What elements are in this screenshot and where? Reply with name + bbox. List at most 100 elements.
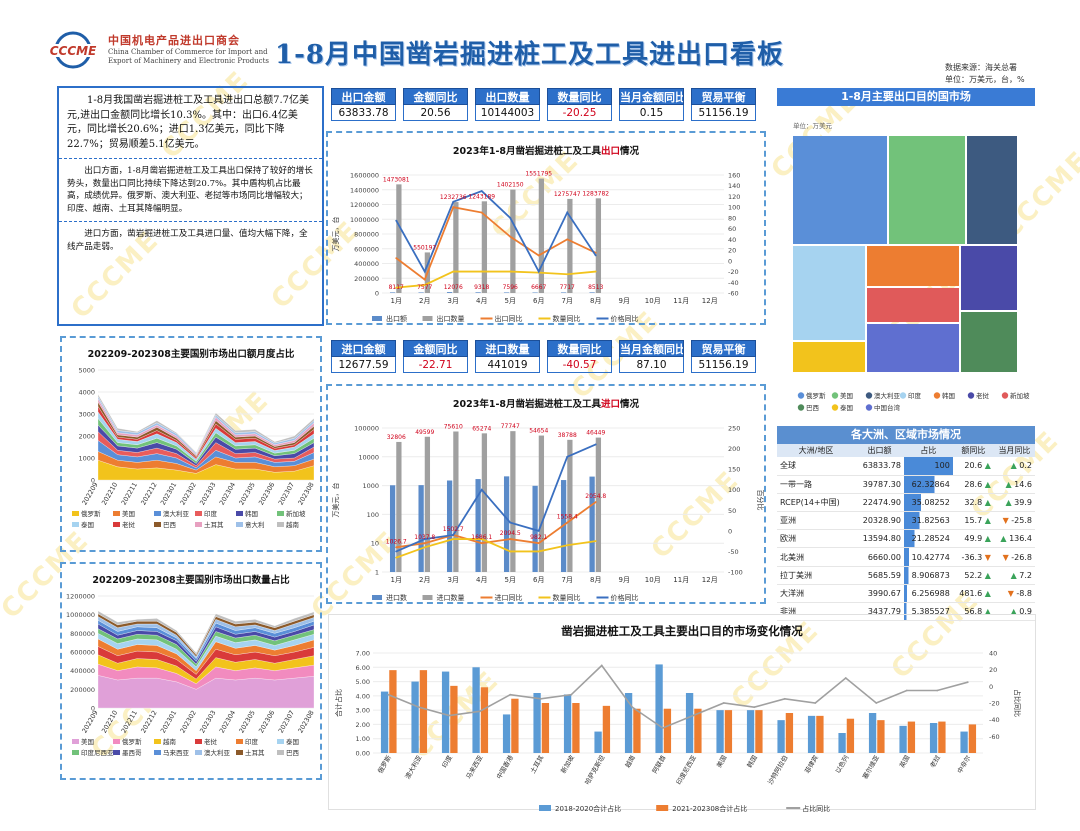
- arrow-down-icon: ▼: [1002, 516, 1009, 526]
- y-tick-label: 800000: [70, 630, 95, 638]
- region-yoy: 28.6 ▲: [952, 475, 994, 494]
- import-kpi-row: 进口金额 12677.59 金额同比 -22.71 进口数量 441019 数量同比 -40.…: [331, 340, 756, 373]
- market-change-title: 凿岩掘进桩工及工具主要出口目的市场变化情况: [561, 624, 803, 638]
- data-label-bottom: 8117: [389, 284, 404, 291]
- data-label-top: 550197: [413, 244, 436, 251]
- x-tick-label: 10月: [645, 297, 661, 305]
- arrow-up-icon: ▲: [984, 607, 991, 617]
- x-tick-label: 202209: [80, 481, 99, 507]
- org-name-en: China Chamber of Commerce for Import and…: [108, 48, 270, 65]
- line-占比同比: [387, 664, 968, 729]
- bar-2021-202308合计占比: [389, 670, 397, 753]
- legend-label: 印度: [204, 509, 218, 518]
- point-占比同比: [875, 702, 878, 704]
- point-价格同比: [423, 538, 426, 540]
- legend-swatch: [277, 750, 284, 755]
- region-yoy: 56.8 ▲: [952, 602, 994, 622]
- legend-label: 意大利: [245, 520, 265, 529]
- kpi-value: 63833.78: [331, 105, 396, 121]
- x-tick-label: 马来西亚: [465, 754, 485, 781]
- export-chart-title-post: 情况: [620, 146, 640, 157]
- legend-label: 澳大利亚: [874, 391, 901, 400]
- x-tick-label: 202211: [120, 481, 139, 507]
- legend-dot: [831, 404, 839, 411]
- point-出口同比: [509, 235, 512, 238]
- kpi-label: 贸易平衡: [691, 88, 756, 105]
- legend-swatch: [72, 511, 79, 516]
- kpi-value: 51156.19: [691, 357, 756, 373]
- legend-swatch: [195, 522, 202, 527]
- treemap-cell: [867, 246, 959, 286]
- table-row: 一带一路 39787.30 62.32864 28.6 ▲ ▲ 14.6: [777, 475, 1035, 494]
- legend-label: 韩国: [245, 509, 258, 518]
- treemap-title: 1-8月主要出口目的国市场: [777, 88, 1035, 106]
- kpi-label: 贸易平衡: [691, 340, 756, 357]
- data-label-top: 77747: [501, 423, 520, 430]
- point-占比同比: [844, 677, 847, 679]
- y-tick-label: 1200000: [350, 201, 379, 209]
- export-kpi-row: 出口金额 63833.78 金额同比 20.56 出口数量 10144003 数量同比 -20…: [331, 88, 756, 121]
- arrow-up-icon: ▲: [1000, 534, 1007, 544]
- bar-出口额: [560, 292, 567, 293]
- kpi-label: 进口数量: [475, 340, 540, 357]
- x-tick-label: 202307: [277, 709, 296, 735]
- y2-tick-label: -100: [728, 569, 743, 577]
- y-tick-label: 3000: [78, 411, 95, 419]
- x-tick-label: 韩国: [745, 754, 759, 770]
- y2-tick-label: -50: [728, 548, 739, 556]
- y2-tick-label: -40: [728, 279, 739, 287]
- legend-dot: [899, 392, 907, 399]
- x-tick-label: 沙特阿拉伯: [765, 754, 789, 787]
- x-tick-label: 202305: [237, 709, 256, 735]
- legend-dot: [1001, 392, 1009, 399]
- data-label-bottom: 8513: [588, 284, 603, 291]
- line-进口同比: [396, 501, 597, 549]
- x-tick-label: 202212: [139, 481, 158, 507]
- y2-tick-label: 60: [728, 225, 736, 233]
- legend-swatch: [656, 805, 669, 811]
- bar-2021-202308合计占比: [785, 713, 794, 753]
- bar-2018-2020合计占比: [441, 671, 450, 753]
- bar-出口数量: [567, 198, 573, 293]
- bar-进口数: [446, 480, 453, 572]
- kpi-label: 数量同比: [547, 340, 612, 357]
- bar-进口数: [418, 485, 424, 572]
- point-占比同比: [814, 702, 817, 704]
- y-tick-label: 1000: [78, 455, 95, 463]
- point-占比同比: [661, 727, 664, 729]
- bar-进口数量: [424, 436, 431, 572]
- kpi-label: 当月金额同比: [619, 340, 684, 357]
- bar-2018-2020合计占比: [411, 681, 419, 753]
- bar-2021-202308合计占比: [541, 703, 550, 753]
- legend-label: 澳大利亚: [204, 748, 231, 757]
- y2-tick-label: 250: [728, 425, 740, 433]
- y-tick-label: 10: [371, 540, 379, 548]
- x-tick-label: 5月: [505, 297, 516, 305]
- x-tick-label: 202306: [257, 481, 276, 507]
- x-tick-label: 202308: [296, 481, 315, 507]
- point-价格同比: [452, 534, 455, 536]
- y-tick-label: 600000: [354, 245, 379, 253]
- point-进口同比: [594, 501, 597, 503]
- data-label-bottom: 982.1: [530, 534, 547, 541]
- bar-出口数量: [595, 198, 602, 293]
- bar-进口数: [503, 476, 510, 572]
- bar-2018-2020合计占比: [960, 731, 968, 753]
- area-巴西: [97, 610, 315, 656]
- arrow-up-icon: ▲: [984, 534, 991, 544]
- region-name: RCEP(14+中国): [777, 493, 856, 513]
- point-价格同比: [537, 270, 540, 273]
- x-tick-label: 11月: [673, 297, 689, 305]
- legend-swatch: [113, 750, 120, 755]
- region-amount: 22474.90: [855, 493, 904, 513]
- region-share: 35.08252: [903, 493, 953, 513]
- point-数量同比: [566, 273, 569, 276]
- treemap-cell: [867, 324, 959, 372]
- region-share: 62.32864: [903, 475, 953, 494]
- y2-axis-label: 占比同比: [1013, 689, 1022, 717]
- legend-label: 2018-2020合计占比: [555, 804, 621, 813]
- area1-title: 202209-202308主要国别市场出口额月度占比: [87, 349, 295, 360]
- bar-2018-2020合计占比: [685, 693, 694, 753]
